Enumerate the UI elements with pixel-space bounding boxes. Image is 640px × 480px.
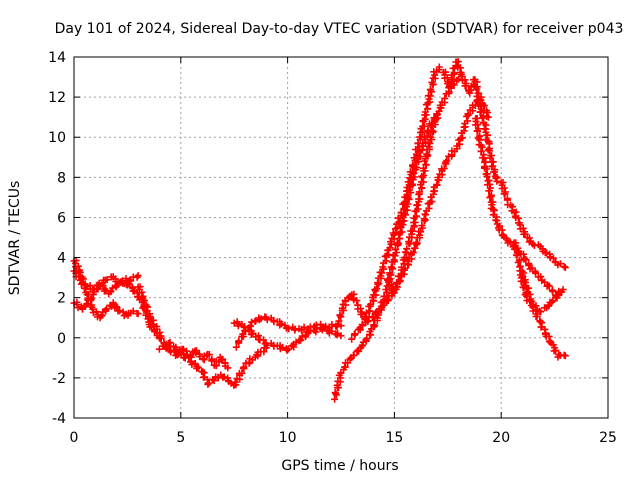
series-track-o — [516, 271, 563, 316]
y-tick-label: 8 — [57, 170, 66, 186]
y-tick-label: 12 — [48, 90, 66, 106]
y-tick-label: 14 — [48, 50, 66, 66]
y-tick-label: -2 — [52, 371, 66, 387]
plot-frame — [73, 56, 609, 419]
series-track-d — [134, 283, 232, 372]
y-tick-label: 0 — [57, 331, 66, 347]
series-track-k — [440, 58, 501, 185]
x-axis-label: GPS time / hours — [281, 458, 398, 474]
series-track-i — [335, 63, 443, 325]
x-tick-label: 5 — [176, 430, 185, 446]
x-tick-label: 20 — [492, 430, 510, 446]
x-tick-label: 25 — [599, 430, 617, 446]
y-tick-label: -4 — [52, 411, 66, 427]
series-track-p — [384, 75, 462, 297]
ticks-layer — [73, 56, 609, 419]
x-tick-label: 10 — [279, 430, 297, 446]
series-track-m — [497, 178, 569, 272]
chart-title: Day 101 of 2024, Sidereal Day-to-day VTE… — [55, 21, 624, 37]
x-tick-label: 0 — [70, 430, 79, 446]
y-tick-label: 4 — [57, 251, 66, 267]
y-tick-label: 10 — [48, 130, 66, 146]
tick-labels-layer: 0 5 10 15 20 25 -4 -2 0 2 4 6 8 10 12 14 — [48, 50, 617, 446]
series-track-g — [232, 313, 345, 351]
y-axis-label: SDTVAR / TECUs — [7, 181, 23, 296]
marks-layer — [70, 58, 569, 403]
y-tick-label: 6 — [57, 210, 66, 226]
series-track-e — [155, 339, 270, 389]
y-tick-label: 2 — [57, 291, 66, 307]
x-tick-label: 15 — [385, 430, 403, 446]
